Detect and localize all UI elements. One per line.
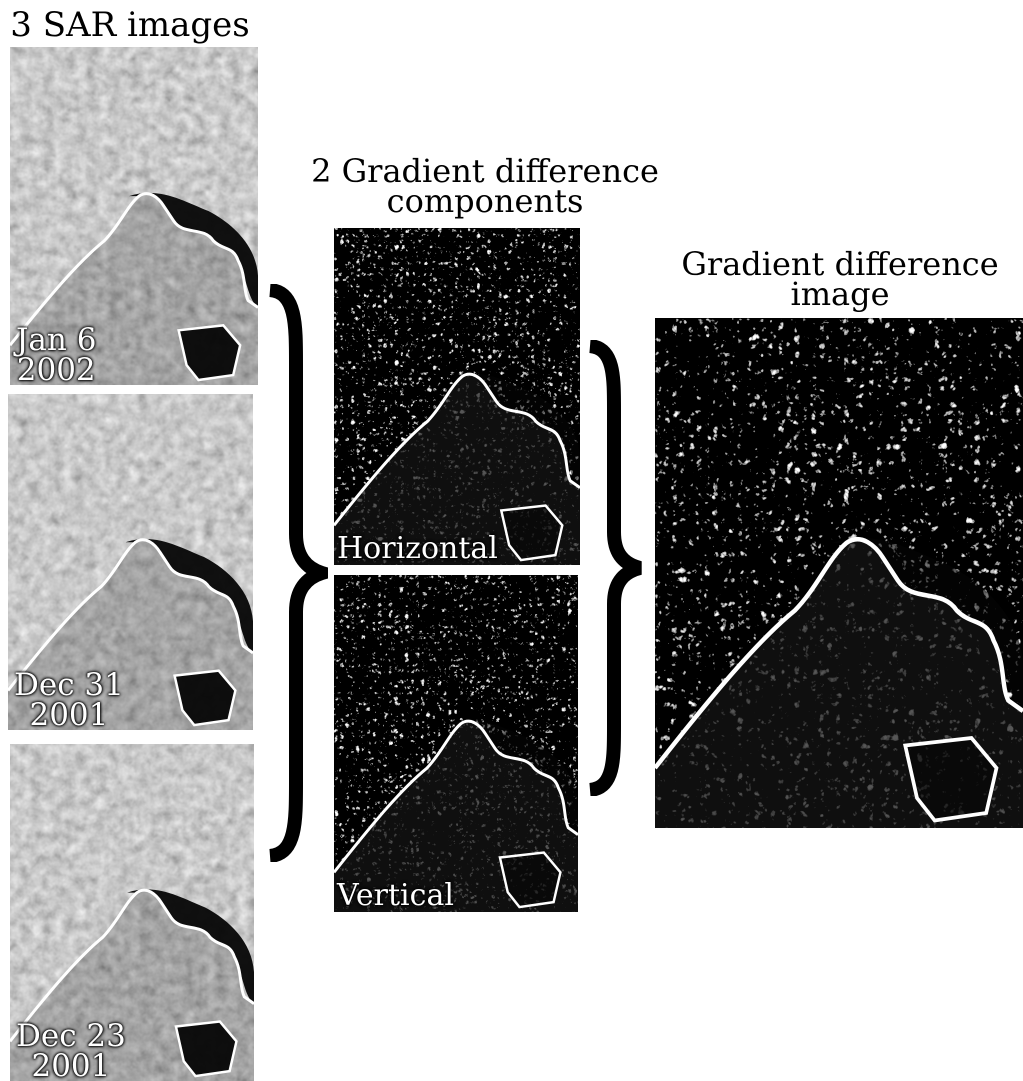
sar-image-dec-31-2001: Dec 31 2001: [8, 394, 253, 730]
coastline: [10, 192, 258, 347]
sar-texture: [10, 744, 254, 1081]
sar-texture: [8, 394, 253, 730]
coastline: [334, 719, 578, 874]
coastline: [8, 538, 253, 692]
coastline: [334, 372, 580, 527]
brace-sar-to-components: [268, 284, 328, 862]
gradient-difference-title-line1: Gradient difference: [681, 245, 999, 283]
gradient-components-title-line1: 2 Gradient difference: [311, 152, 659, 190]
sar-image-date-label: Jan 6 2002: [16, 322, 97, 385]
horizontal-component-label: Horizontal: [337, 530, 498, 565]
gradient-components-title: 2 Gradient difference components: [300, 155, 670, 217]
sar-image-date-label: Dec 31 2001: [14, 667, 124, 730]
sar-texture: [10, 47, 258, 385]
sar-date-line2: 2001: [31, 1047, 111, 1081]
sar-date-line1: Jan 6: [16, 322, 97, 359]
sar-date-line2: 2002: [16, 351, 96, 385]
brace-components-to-gradient: [588, 340, 643, 796]
sar-image-date-label: Dec 23 2001: [16, 1018, 126, 1081]
sar-date-line2: 2001: [29, 696, 109, 730]
coastline: [655, 536, 1023, 770]
gradient-difference-title-line2: image: [790, 275, 890, 313]
sar-date-line1: Dec 23: [16, 1018, 126, 1055]
gradient-texture: [334, 575, 578, 912]
horizontal-component-image: Horizontal: [334, 228, 580, 565]
gradient-texture: [655, 318, 1023, 828]
vertical-component-image: Vertical: [334, 575, 578, 912]
gradient-difference-title: Gradient difference image: [660, 248, 1020, 310]
gradient-components-title-line2: components: [386, 182, 584, 220]
sar-images-title: 3 SAR images: [10, 5, 250, 45]
sar-image-jan-6-2002: Jan 6 2002: [10, 47, 258, 385]
coastline: [10, 888, 254, 1043]
gradient-difference-image: [655, 318, 1023, 828]
sar-date-line1: Dec 31: [14, 667, 124, 704]
gradient-texture: [334, 228, 580, 565]
sar-image-dec-23-2001: Dec 23 2001: [10, 744, 254, 1081]
vertical-component-label: Vertical: [337, 877, 454, 912]
